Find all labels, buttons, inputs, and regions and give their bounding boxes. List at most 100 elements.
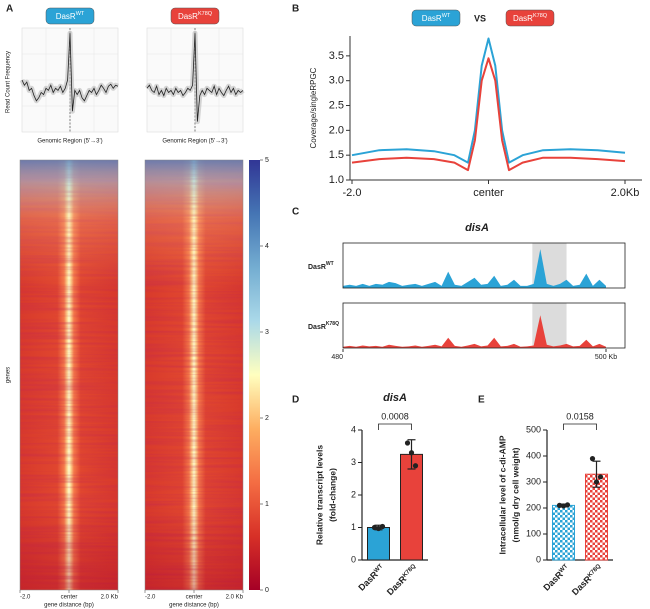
legend-label-base: DasR <box>513 14 533 23</box>
y-tick-label: 200 <box>526 502 541 512</box>
series-line <box>351 57 626 172</box>
panel-label: A <box>6 4 13 15</box>
panel-label: D <box>292 395 299 406</box>
x-tick-label: center <box>473 187 504 199</box>
colorbar <box>249 160 260 590</box>
y-tick-label: 3 <box>351 457 356 467</box>
heatmap-shade <box>20 160 118 590</box>
colorbar-tick-label: 4 <box>265 243 269 250</box>
legend-swatch <box>170 7 220 25</box>
track-signal <box>343 315 606 348</box>
track-label: DasRWT <box>308 261 334 271</box>
track-label-base: DasR <box>308 324 326 331</box>
data-point <box>412 463 419 469</box>
profile-x-label: Genomic Region (5'→3') <box>37 139 102 145</box>
profile-line <box>21 33 119 112</box>
comparison-bracket <box>563 423 597 430</box>
y-tick-label: 1.5 <box>329 149 344 161</box>
y-axis-label: genes <box>6 367 12 383</box>
x-tick-label: -2.0 <box>20 595 31 601</box>
x-axis-label: gene distance (bp) <box>44 603 94 609</box>
chart-title: disA <box>465 222 489 234</box>
data-point <box>379 523 386 530</box>
y-tick-label: 4 <box>351 424 356 434</box>
track-label: DasRK78Q <box>308 321 339 331</box>
colorbar-tick-label: 2 <box>265 415 269 422</box>
x-tick-label: DasRWT <box>542 563 572 593</box>
x-tick-label: center <box>186 595 203 601</box>
data-point <box>556 502 563 508</box>
data-point <box>564 502 571 508</box>
profile-x-label: Genomic Region (5'→3') <box>162 139 227 145</box>
panel-label: C <box>292 207 299 218</box>
x-tick-label: 480 <box>331 354 343 361</box>
series-line <box>351 37 626 164</box>
data-point <box>404 440 411 446</box>
x-tick-label: 2.0Kb <box>611 187 640 199</box>
profile-y-label: Read Count Frequency <box>6 51 12 113</box>
x-tick-label: DasRK78Q <box>570 563 605 598</box>
legend-swatch <box>45 7 95 25</box>
chart-title: disA <box>383 392 407 404</box>
colorbar-tick-label: 1 <box>265 501 269 508</box>
panel-label: B <box>292 4 299 15</box>
x-tick-label: -2.0 <box>145 595 156 601</box>
y-axis-label: Relative transcript levels <box>314 445 324 545</box>
y-tick-label: 0 <box>351 554 356 564</box>
track-label-base: DasR <box>308 264 326 271</box>
y-tick-label: 3.0 <box>329 75 344 87</box>
x-tick-label: 500 Kb <box>595 354 617 361</box>
y-tick-label: 500 <box>526 424 541 434</box>
legend-label-base: DasR <box>178 12 198 21</box>
track-signal <box>343 249 606 288</box>
x-axis-label: gene distance (bp) <box>169 603 219 609</box>
legend-swatch <box>411 9 461 27</box>
y-tick-label: 3.5 <box>329 50 344 62</box>
y-tick-label: 2.0 <box>329 124 344 136</box>
data-point <box>589 456 596 462</box>
colorbar-tick-label: 3 <box>265 329 269 336</box>
y-axis-label: (fold-change) <box>327 468 337 522</box>
x-tick-label: DasRWT <box>357 563 387 593</box>
x-tick-label-sup: K78Q <box>587 563 603 579</box>
legend-label: DasRK78Q <box>178 11 213 21</box>
legend-swatch <box>505 9 555 27</box>
track-frame <box>342 302 626 349</box>
panel-label: E <box>478 395 485 406</box>
data-point <box>597 474 604 480</box>
legend-label-sup: K78Q <box>198 11 213 17</box>
data-point <box>371 524 378 531</box>
x-tick-label: center <box>61 595 78 601</box>
y-tick-label: 2.5 <box>329 99 344 111</box>
y-tick-label: 100 <box>526 528 541 538</box>
x-tick-label-sup: K78Q <box>402 563 418 579</box>
track-label-sup: K78Q <box>326 321 339 327</box>
x-tick-label-sup: WT <box>373 563 384 574</box>
x-tick-label-sup: WT <box>558 563 569 574</box>
x-tick-label: -2.0 <box>343 187 362 199</box>
colorbar-tick-label: 0 <box>265 587 269 594</box>
bar <box>400 453 423 561</box>
legend-label-sup: WT <box>442 13 451 19</box>
y-tick-label: 300 <box>526 476 541 486</box>
bar <box>367 527 390 561</box>
legend-label: DasRWT <box>422 13 451 23</box>
legend-separator: VS <box>474 13 486 23</box>
data-point <box>593 479 600 485</box>
legend-label: DasRWT <box>56 11 85 21</box>
legend-label-sup: K78Q <box>533 13 548 19</box>
comparison-label: 0.0158 <box>566 411 594 421</box>
y-tick-label: 1 <box>351 522 356 532</box>
legend-label-base: DasR <box>422 14 442 23</box>
colorbar-tick-label: 5 <box>265 157 269 164</box>
legend-label-sup: WT <box>76 11 85 17</box>
bar <box>552 504 575 561</box>
y-tick-label: 0 <box>536 554 541 564</box>
x-tick-label: 2.0 Kb <box>101 595 119 601</box>
profile-line <box>146 33 244 122</box>
y-axis-label: Intracellular level of c-di-AMP <box>497 435 507 554</box>
y-tick-label: 2 <box>351 489 356 499</box>
track-frame <box>342 242 626 289</box>
y-tick-label: 1.0 <box>329 174 344 186</box>
